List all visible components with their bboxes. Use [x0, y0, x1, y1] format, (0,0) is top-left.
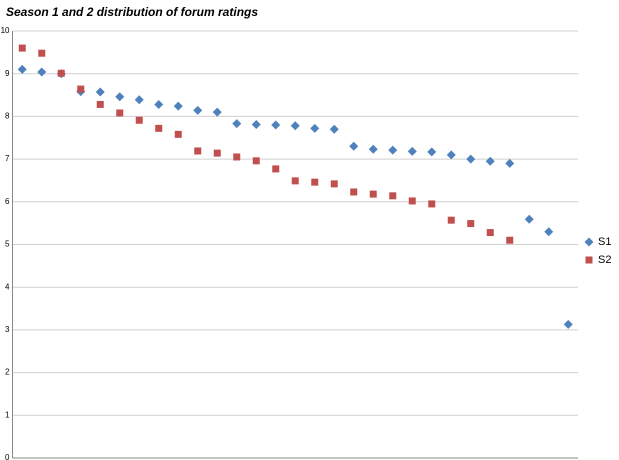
y-tick-label: 6: [5, 197, 10, 206]
point: [291, 177, 299, 185]
legend-marker: [584, 237, 594, 247]
point: [38, 49, 46, 57]
legend-label: S1: [598, 236, 611, 248]
point: [447, 216, 455, 224]
point: [466, 154, 476, 164]
y-tick-label: 9: [5, 69, 10, 78]
point: [155, 124, 163, 132]
point: [408, 197, 416, 205]
point: [369, 190, 377, 198]
point: [95, 87, 105, 97]
point: [427, 147, 437, 157]
point: [233, 153, 241, 161]
point: [57, 69, 65, 77]
y-tick-label: 10: [1, 26, 10, 35]
point: [311, 178, 319, 186]
point: [194, 147, 202, 155]
point: [193, 105, 203, 115]
point: [77, 85, 85, 93]
point: [252, 157, 260, 165]
point: [37, 67, 47, 77]
point: [563, 319, 573, 329]
point: [330, 180, 338, 188]
point: [271, 120, 281, 130]
y-tick-label: 0: [5, 453, 10, 460]
point: [446, 150, 456, 160]
point: [135, 116, 143, 124]
y-tick-label: 3: [5, 325, 10, 334]
y-tick-label: 4: [5, 282, 10, 291]
point: [18, 44, 26, 52]
point: [310, 123, 320, 133]
point: [96, 100, 104, 108]
point: [213, 149, 221, 157]
point: [232, 119, 242, 129]
point: [329, 124, 339, 134]
point: [134, 95, 144, 105]
chart-title: Season 1 and 2 distribution of forum rat…: [6, 5, 258, 19]
point: [388, 145, 398, 155]
y-tick-label: 8: [5, 112, 10, 121]
point: [467, 220, 475, 228]
point: [116, 109, 124, 117]
point: [524, 214, 534, 224]
point: [407, 146, 417, 156]
point: [368, 144, 378, 154]
point: [212, 107, 222, 117]
legend-label: S2: [598, 254, 611, 266]
point: [272, 165, 280, 173]
point: [544, 227, 554, 237]
point: [350, 188, 358, 196]
y-tick-label: 1: [5, 410, 10, 419]
y-tick-label: 5: [5, 240, 10, 249]
point: [290, 121, 300, 131]
point: [428, 200, 436, 208]
legend-marker: [585, 256, 593, 264]
point: [173, 101, 183, 111]
point: [154, 99, 164, 109]
point: [17, 64, 27, 74]
point: [174, 130, 182, 138]
point: [349, 141, 359, 151]
point: [486, 229, 494, 237]
y-tick-label: 2: [5, 368, 10, 377]
point: [389, 192, 397, 200]
point: [485, 156, 495, 166]
point: [506, 236, 514, 244]
point: [251, 120, 261, 130]
point: [505, 158, 515, 168]
point: [115, 92, 125, 102]
y-tick-label: 7: [5, 154, 10, 163]
